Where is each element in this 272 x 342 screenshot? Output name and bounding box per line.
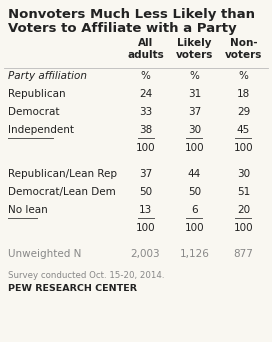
Text: %: %: [239, 71, 248, 81]
Text: Independent: Independent: [8, 125, 74, 135]
Text: All
adults: All adults: [127, 38, 164, 60]
Text: Nonvoters Much Less Likely than: Nonvoters Much Less Likely than: [8, 8, 255, 21]
Text: 100: 100: [234, 143, 253, 153]
Text: 38: 38: [139, 125, 152, 135]
Text: %: %: [190, 71, 199, 81]
Text: 45: 45: [237, 125, 250, 135]
Text: Survey conducted Oct. 15-20, 2014.: Survey conducted Oct. 15-20, 2014.: [8, 271, 165, 280]
Text: 20: 20: [237, 205, 250, 215]
Text: 37: 37: [139, 169, 152, 179]
Text: 13: 13: [139, 205, 152, 215]
Text: 44: 44: [188, 169, 201, 179]
Text: 24: 24: [139, 89, 152, 99]
Text: 2,003: 2,003: [131, 249, 160, 259]
Text: 100: 100: [185, 143, 204, 153]
Text: 100: 100: [185, 223, 204, 233]
Text: 877: 877: [233, 249, 254, 259]
Text: 100: 100: [136, 223, 155, 233]
Text: 37: 37: [188, 107, 201, 117]
Text: Likely
voters: Likely voters: [176, 38, 213, 60]
Text: Republican/Lean Rep: Republican/Lean Rep: [8, 169, 117, 179]
Text: %: %: [141, 71, 150, 81]
Text: 18: 18: [237, 89, 250, 99]
Text: 100: 100: [234, 223, 253, 233]
Text: Democrat/Lean Dem: Democrat/Lean Dem: [8, 187, 116, 197]
Text: Non-
voters: Non- voters: [225, 38, 262, 60]
Text: Republican: Republican: [8, 89, 66, 99]
Text: 33: 33: [139, 107, 152, 117]
Text: 50: 50: [139, 187, 152, 197]
Text: 51: 51: [237, 187, 250, 197]
Text: 1,126: 1,126: [180, 249, 209, 259]
Text: 6: 6: [191, 205, 198, 215]
Text: Voters to Affiliate with a Party: Voters to Affiliate with a Party: [8, 22, 237, 35]
Text: 50: 50: [188, 187, 201, 197]
Text: Unweighted N: Unweighted N: [8, 249, 82, 259]
Text: PEW RESEARCH CENTER: PEW RESEARCH CENTER: [8, 284, 137, 293]
Text: 31: 31: [188, 89, 201, 99]
Text: Party affiliation: Party affiliation: [8, 71, 87, 81]
Text: 30: 30: [188, 125, 201, 135]
Text: 29: 29: [237, 107, 250, 117]
Text: Democrat: Democrat: [8, 107, 60, 117]
Text: 100: 100: [136, 143, 155, 153]
Text: 30: 30: [237, 169, 250, 179]
Text: No lean: No lean: [8, 205, 48, 215]
